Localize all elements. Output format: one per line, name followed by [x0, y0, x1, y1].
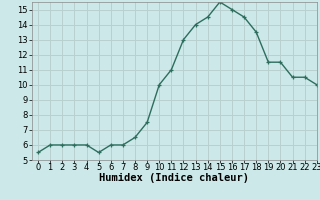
- X-axis label: Humidex (Indice chaleur): Humidex (Indice chaleur): [100, 173, 249, 183]
